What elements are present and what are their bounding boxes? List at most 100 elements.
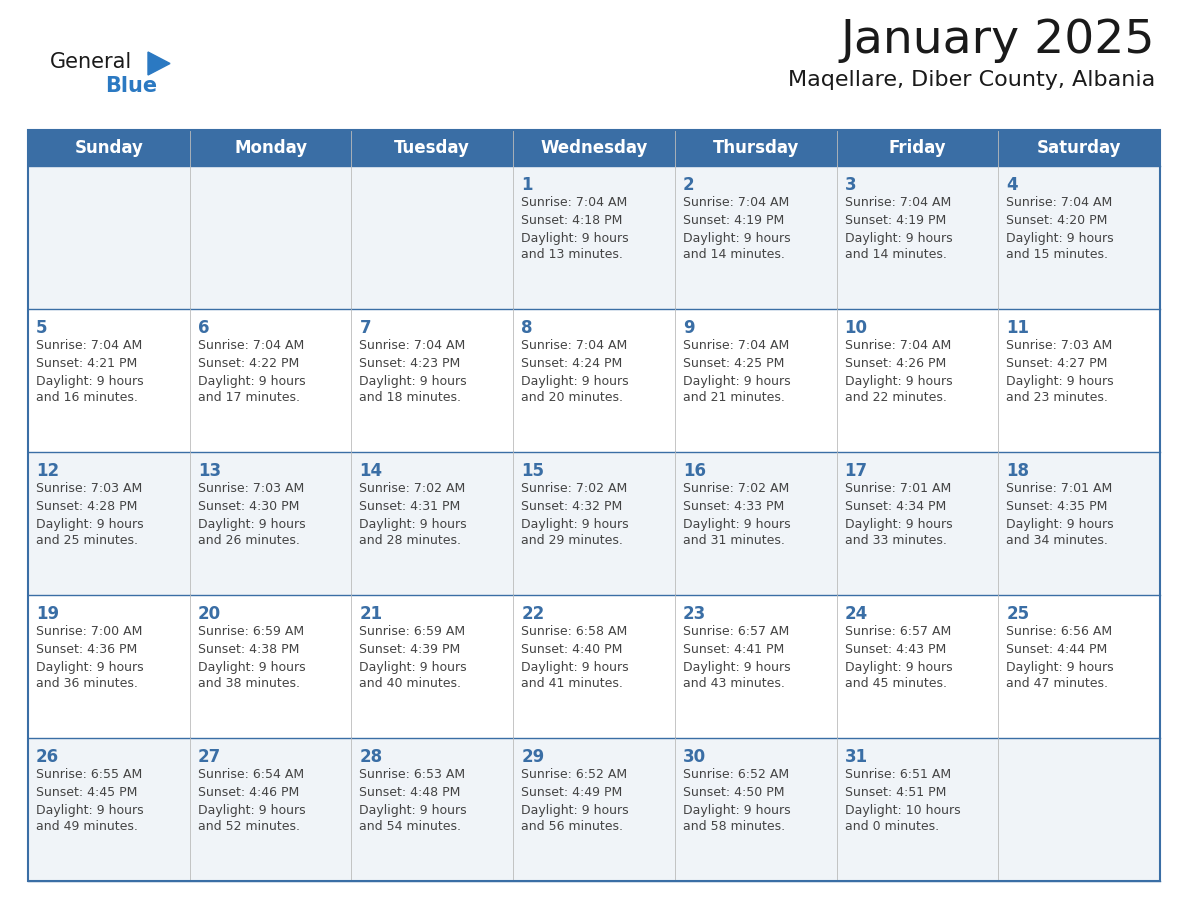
Text: Daylight: 9 hours: Daylight: 9 hours	[683, 661, 790, 674]
Text: and 20 minutes.: and 20 minutes.	[522, 391, 624, 404]
Text: 10: 10	[845, 319, 867, 337]
Text: and 0 minutes.: and 0 minutes.	[845, 820, 939, 833]
Text: Sunset: 4:33 PM: Sunset: 4:33 PM	[683, 500, 784, 513]
Text: Daylight: 9 hours: Daylight: 9 hours	[522, 518, 628, 531]
Text: 24: 24	[845, 605, 867, 623]
Text: 30: 30	[683, 748, 706, 766]
Text: Daylight: 9 hours: Daylight: 9 hours	[522, 375, 628, 388]
Text: Daylight: 9 hours: Daylight: 9 hours	[1006, 375, 1114, 388]
Text: and 49 minutes.: and 49 minutes.	[36, 820, 138, 833]
Text: Daylight: 9 hours: Daylight: 9 hours	[360, 375, 467, 388]
Text: 5: 5	[36, 319, 48, 337]
Text: and 22 minutes.: and 22 minutes.	[845, 391, 947, 404]
Text: Sunset: 4:24 PM: Sunset: 4:24 PM	[522, 357, 623, 370]
Text: 31: 31	[845, 748, 867, 766]
Text: Sunrise: 6:52 AM: Sunrise: 6:52 AM	[683, 768, 789, 781]
Text: Sunset: 4:32 PM: Sunset: 4:32 PM	[522, 500, 623, 513]
Text: 25: 25	[1006, 605, 1030, 623]
Text: Sunset: 4:19 PM: Sunset: 4:19 PM	[845, 214, 946, 227]
Text: 7: 7	[360, 319, 371, 337]
Text: and 31 minutes.: and 31 minutes.	[683, 534, 785, 547]
Text: Sunrise: 7:02 AM: Sunrise: 7:02 AM	[683, 482, 789, 495]
Text: and 54 minutes.: and 54 minutes.	[360, 820, 461, 833]
Text: and 14 minutes.: and 14 minutes.	[845, 248, 947, 261]
Text: Daylight: 9 hours: Daylight: 9 hours	[683, 375, 790, 388]
Text: Sunrise: 6:54 AM: Sunrise: 6:54 AM	[197, 768, 304, 781]
Text: and 56 minutes.: and 56 minutes.	[522, 820, 624, 833]
Bar	[29, 738, 1159, 881]
Text: Daylight: 9 hours: Daylight: 9 hours	[845, 518, 953, 531]
Text: and 23 minutes.: and 23 minutes.	[1006, 391, 1108, 404]
Text: and 43 minutes.: and 43 minutes.	[683, 677, 785, 690]
Text: Sunset: 4:45 PM: Sunset: 4:45 PM	[36, 786, 138, 799]
Text: Daylight: 10 hours: Daylight: 10 hours	[845, 804, 960, 817]
Text: Daylight: 9 hours: Daylight: 9 hours	[1006, 518, 1114, 531]
Text: Sunset: 4:31 PM: Sunset: 4:31 PM	[360, 500, 461, 513]
Text: Sunrise: 6:53 AM: Sunrise: 6:53 AM	[360, 768, 466, 781]
Text: and 17 minutes.: and 17 minutes.	[197, 391, 299, 404]
Text: Sunrise: 7:04 AM: Sunrise: 7:04 AM	[360, 339, 466, 352]
Text: Sunset: 4:26 PM: Sunset: 4:26 PM	[845, 357, 946, 370]
Text: Sunrise: 7:03 AM: Sunrise: 7:03 AM	[1006, 339, 1112, 352]
Text: Sunset: 4:34 PM: Sunset: 4:34 PM	[845, 500, 946, 513]
Text: and 38 minutes.: and 38 minutes.	[197, 677, 299, 690]
Text: Sunrise: 6:56 AM: Sunrise: 6:56 AM	[1006, 625, 1112, 638]
Text: Daylight: 9 hours: Daylight: 9 hours	[845, 661, 953, 674]
Bar	[29, 452, 1159, 595]
Text: 28: 28	[360, 748, 383, 766]
Text: and 16 minutes.: and 16 minutes.	[36, 391, 138, 404]
Text: 9: 9	[683, 319, 695, 337]
Text: Saturday: Saturday	[1037, 139, 1121, 157]
Text: Daylight: 9 hours: Daylight: 9 hours	[683, 804, 790, 817]
Text: Sunrise: 6:59 AM: Sunrise: 6:59 AM	[197, 625, 304, 638]
Bar	[29, 166, 1159, 309]
Text: 8: 8	[522, 319, 532, 337]
Text: Sunset: 4:44 PM: Sunset: 4:44 PM	[1006, 643, 1107, 656]
Text: and 47 minutes.: and 47 minutes.	[1006, 677, 1108, 690]
Text: Daylight: 9 hours: Daylight: 9 hours	[522, 804, 628, 817]
Text: and 34 minutes.: and 34 minutes.	[1006, 534, 1108, 547]
Text: Daylight: 9 hours: Daylight: 9 hours	[845, 232, 953, 245]
Text: January 2025: January 2025	[840, 18, 1155, 63]
Text: Sunday: Sunday	[75, 139, 144, 157]
Text: Tuesday: Tuesday	[394, 139, 470, 157]
Text: and 36 minutes.: and 36 minutes.	[36, 677, 138, 690]
Text: Daylight: 9 hours: Daylight: 9 hours	[683, 518, 790, 531]
Bar	[29, 130, 1159, 166]
Text: Daylight: 9 hours: Daylight: 9 hours	[845, 375, 953, 388]
Text: Daylight: 9 hours: Daylight: 9 hours	[1006, 661, 1114, 674]
Text: Sunset: 4:41 PM: Sunset: 4:41 PM	[683, 643, 784, 656]
Text: Daylight: 9 hours: Daylight: 9 hours	[197, 661, 305, 674]
Text: and 41 minutes.: and 41 minutes.	[522, 677, 623, 690]
Text: Sunrise: 7:04 AM: Sunrise: 7:04 AM	[845, 196, 950, 209]
Text: 11: 11	[1006, 319, 1029, 337]
Text: Sunset: 4:39 PM: Sunset: 4:39 PM	[360, 643, 461, 656]
Text: 15: 15	[522, 462, 544, 480]
Text: and 33 minutes.: and 33 minutes.	[845, 534, 947, 547]
Text: Daylight: 9 hours: Daylight: 9 hours	[36, 518, 144, 531]
Text: Sunrise: 7:04 AM: Sunrise: 7:04 AM	[845, 339, 950, 352]
Text: 21: 21	[360, 605, 383, 623]
Text: Sunrise: 7:01 AM: Sunrise: 7:01 AM	[1006, 482, 1112, 495]
Text: Daylight: 9 hours: Daylight: 9 hours	[522, 232, 628, 245]
Text: 2: 2	[683, 176, 695, 194]
Text: Sunset: 4:25 PM: Sunset: 4:25 PM	[683, 357, 784, 370]
Text: Daylight: 9 hours: Daylight: 9 hours	[36, 804, 144, 817]
Text: Friday: Friday	[889, 139, 946, 157]
Text: Sunset: 4:20 PM: Sunset: 4:20 PM	[1006, 214, 1107, 227]
Text: 4: 4	[1006, 176, 1018, 194]
Text: Sunrise: 7:02 AM: Sunrise: 7:02 AM	[522, 482, 627, 495]
Text: and 45 minutes.: and 45 minutes.	[845, 677, 947, 690]
Text: Daylight: 9 hours: Daylight: 9 hours	[360, 661, 467, 674]
Text: Sunrise: 7:04 AM: Sunrise: 7:04 AM	[522, 196, 627, 209]
Text: and 29 minutes.: and 29 minutes.	[522, 534, 623, 547]
Text: Thursday: Thursday	[713, 139, 798, 157]
Text: Sunrise: 7:04 AM: Sunrise: 7:04 AM	[522, 339, 627, 352]
Text: and 21 minutes.: and 21 minutes.	[683, 391, 785, 404]
Text: and 13 minutes.: and 13 minutes.	[522, 248, 623, 261]
Text: Sunset: 4:19 PM: Sunset: 4:19 PM	[683, 214, 784, 227]
Text: and 58 minutes.: and 58 minutes.	[683, 820, 785, 833]
Text: Sunset: 4:36 PM: Sunset: 4:36 PM	[36, 643, 138, 656]
Text: Sunrise: 6:57 AM: Sunrise: 6:57 AM	[845, 625, 950, 638]
Text: 3: 3	[845, 176, 857, 194]
